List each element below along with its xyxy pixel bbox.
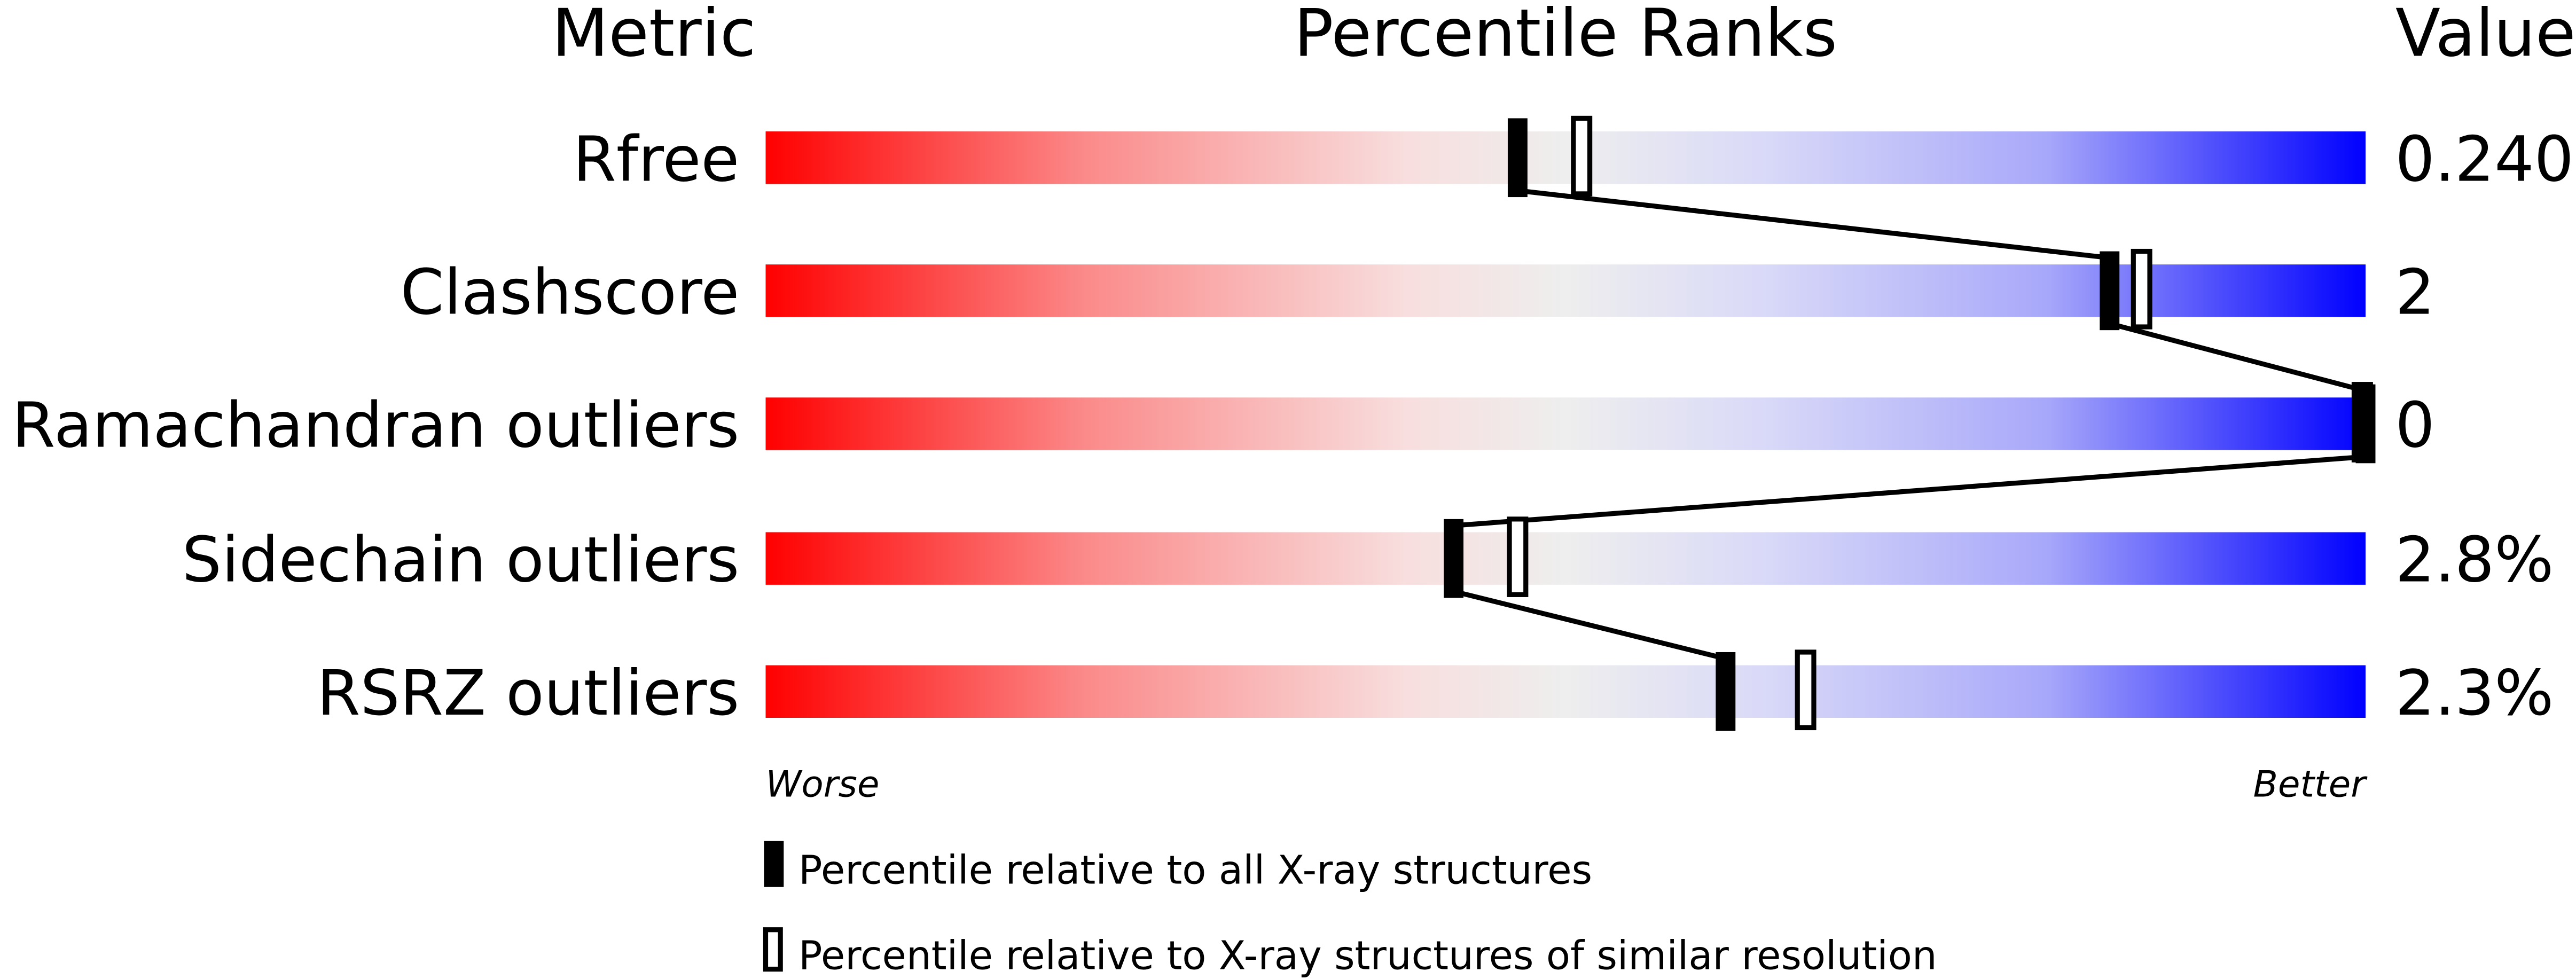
metric-value: 2: [2395, 256, 2434, 328]
header-metric: Metric: [552, 0, 756, 72]
legend-filled-marker: [764, 841, 784, 887]
percentile-bar: [765, 665, 2366, 718]
metric-value: 2.8%: [2395, 524, 2554, 597]
marker-all-structures: [2100, 251, 2120, 331]
metric-value: 0: [2395, 389, 2434, 462]
marker-all-structures: [1507, 118, 1528, 198]
metric-label: Sidechain outliers: [182, 524, 739, 597]
header-value: Value: [2395, 0, 2576, 72]
percentile-bar: [765, 532, 2366, 585]
legend-label-similar: Percentile relative to X-ray structures …: [798, 933, 1937, 979]
metric-label: Clashscore: [401, 256, 740, 328]
metric-label: Ramachandran outliers: [12, 389, 739, 462]
metric-label: RSRZ outliers: [317, 657, 739, 730]
percentile-bar: [765, 397, 2366, 450]
connector-line: [1517, 188, 2110, 261]
metric-value: 0.240: [2395, 123, 2574, 195]
axis-label-worse: Worse: [765, 763, 879, 805]
header-percentile-ranks: Percentile Ranks: [1294, 0, 1837, 72]
percentile-bar: [765, 264, 2366, 317]
marker-all-structures: [1716, 652, 1736, 731]
marker-all-structures: [2355, 384, 2376, 464]
marker-all-structures: [1444, 519, 1464, 598]
marker-similar-resolution: [1507, 516, 1529, 597]
connector-line: [1453, 454, 2366, 528]
connector-line: [2109, 321, 2367, 394]
metric-label: Rfree: [573, 123, 740, 195]
percentile-bar: [765, 131, 2366, 184]
marker-similar-resolution: [2131, 248, 2152, 330]
marker-similar-resolution: [1571, 115, 1593, 197]
marker-similar-resolution: [1795, 649, 1816, 731]
connector-line: [1453, 589, 1726, 661]
axis-label-better: Better: [2253, 763, 2368, 805]
legend-open-marker: [763, 927, 783, 972]
metric-value: 2.3%: [2395, 657, 2554, 730]
legend-label-all: Percentile relative to all X-ray structu…: [798, 848, 1592, 894]
